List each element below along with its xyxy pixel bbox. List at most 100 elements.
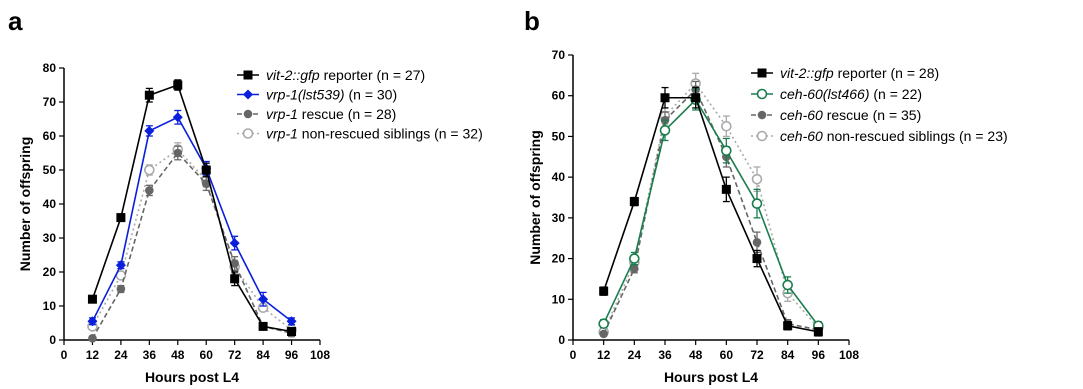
y-tick-label: 30 [552,211,566,225]
data-point [287,327,297,336]
data-point [87,316,98,327]
data-point [783,321,793,331]
data-point [115,260,126,271]
x-tick-label: 60 [720,348,734,362]
x-tick-label: 12 [597,348,611,362]
data-point [286,316,297,327]
chart-panel-b: b 0 12 24 36 48 60 72 84 96 108 0 10 20 30 40 50 60 70 Hour… [524,6,1008,385]
x-tick-label: 24 [628,348,642,362]
data-point [721,145,732,156]
data-point [752,237,762,247]
data-point [144,125,155,136]
x-tick-label: 108 [839,348,859,362]
y-tick-label: 60 [43,129,57,143]
data-point [630,264,639,274]
x-tick-label: 96 [285,348,299,362]
y-tick-label: 60 [552,89,566,103]
legend-marker [243,89,253,100]
data-point [659,125,671,136]
legend-label: vit-2::gfp reporter (n = 27) [266,67,425,83]
y-axis-title: Number of offspring [17,137,33,272]
y-tick-label: 20 [552,252,566,266]
series-1 [87,79,297,336]
y-axis-title: Number of offspring [527,130,543,265]
y-tick-label: 0 [558,333,565,347]
legend-entry: vrp-1 non-rescued siblings (n = 32) [237,126,483,142]
data-point [258,321,268,331]
y-tick-label: 20 [43,265,57,279]
legend-marker [756,130,768,142]
legend-entry: ceh-60 non-rescued siblings (n = 23) [751,128,1008,144]
x-axis-title: Hours post L4 [145,369,239,385]
y-tick-label: 70 [43,95,57,109]
legend-label: ceh-60(lst466) (n = 22) [780,86,922,102]
series-3 [88,145,296,343]
legend: vit-2::gfp reporter (n = 27)vrp-1(lst539… [237,67,483,142]
y-tick-label: 10 [552,292,566,306]
x-tick-label: 84 [781,348,795,362]
data-point [144,90,154,100]
x-tick-label: 72 [750,348,764,362]
data-point [629,253,640,264]
y-tick-label: 0 [49,333,56,347]
data-point [752,254,762,264]
chart-panel-a: a 0 12 24 36 48 60 72 84 96 108 0 10 20 30 40 50 60 70 80 Ho… [8,6,483,385]
x-tick-label: 36 [143,348,157,362]
legend-label: ceh-60 rescue (n = 35) [780,107,921,123]
legend-marker [756,88,768,100]
series-1 [599,86,823,337]
y-tick-label: 50 [43,163,57,177]
x-tick-label: 84 [256,348,270,362]
data-point [599,286,609,296]
data-point [172,112,183,123]
data-point [116,284,126,294]
legend-marker [757,68,767,78]
legend-marker [242,128,254,139]
data-point [751,198,763,209]
x-tick-label: 0 [570,348,577,362]
y-tick-label: 80 [43,61,57,75]
x-tick-label: 48 [171,348,185,362]
series-line [91,148,293,331]
data-point [782,279,793,291]
legend-label: vrp-1(lst539) (n = 30) [266,87,397,103]
x-tick-label: 24 [114,348,128,362]
series-line [91,116,293,322]
data-point [173,80,183,90]
legend-entry: vit-2::gfp reporter (n = 28) [751,65,939,81]
x-tick-label: 36 [658,348,672,362]
y-tick-label: 50 [552,129,566,143]
series-line [602,98,819,327]
y-tick-label: 70 [552,48,566,62]
data-point [116,213,126,223]
x-tick-label: 72 [228,348,242,362]
data-point [599,329,608,339]
legend-label: ceh-60 non-rescued siblings (n = 23) [780,128,1008,144]
data-point [144,164,155,176]
y-tick-label: 10 [43,299,57,313]
data-point [598,318,609,330]
data-point [629,197,639,207]
panel-letter: a [8,6,23,36]
x-tick-label: 60 [200,348,214,362]
y-tick-label: 30 [43,231,57,245]
x-tick-label: 48 [689,348,703,362]
series-line [602,96,819,333]
data-point [721,120,732,132]
legend-entry: vit-2::gfp reporter (n = 27) [237,67,425,83]
data-point [258,294,269,305]
data-point [691,93,701,103]
data-point [230,259,239,268]
data-point [229,238,240,249]
legend-marker [243,109,253,119]
data-point [660,93,670,103]
series-line [91,151,292,339]
data-point [88,334,97,343]
data-point [813,327,823,337]
x-tick-label: 108 [310,348,330,362]
legend-marker [757,110,767,120]
legend-entry: ceh-60(lst466) (n = 22) [751,86,922,102]
data-point [721,184,731,194]
series-line [91,83,292,333]
